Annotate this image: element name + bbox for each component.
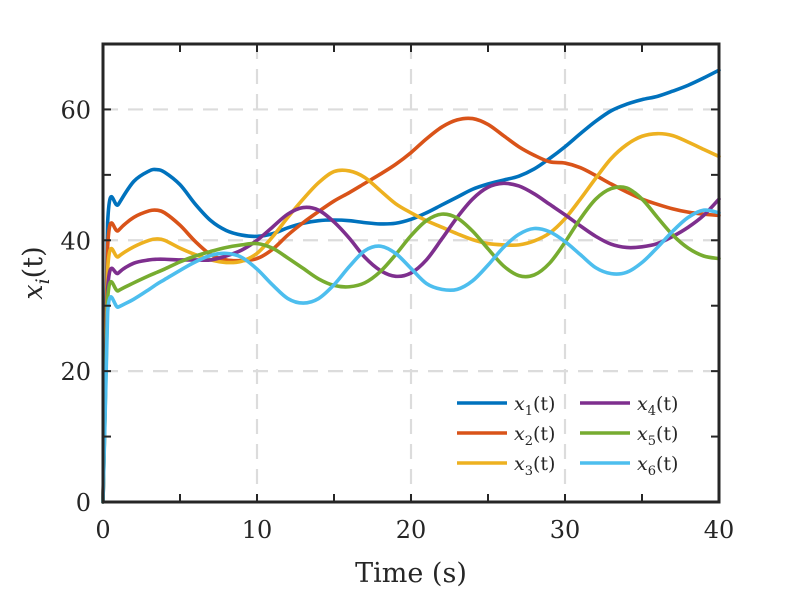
y-tick-label: 40 [60,227,91,255]
x-tick-label: 20 [396,516,427,544]
legend-item-6: x6(t) [580,453,678,479]
legend-label: x5(t) [637,423,678,449]
legend-label: x2(t) [514,423,555,449]
legend-label: x3(t) [514,453,555,479]
y-tick-label: 60 [60,96,91,124]
legend-item-2: x4(t) [580,393,678,419]
axis-labels: Time (s) xi(t) [18,246,467,589]
x-axis-label: Time (s) [355,558,467,589]
y-axis-label: xi(t) [18,246,54,299]
legend-item-5: x3(t) [457,453,555,479]
series-line-2 [101,116,721,504]
grid [103,44,719,502]
series-line-4 [101,181,721,504]
series-line-6 [101,208,721,504]
y-tick-label: 0 [76,489,91,517]
y-tick-label: 20 [60,358,91,386]
series-line-5 [101,185,721,504]
legend-label: x6(t) [637,453,678,479]
legend-item-1: x1(t) [457,393,555,419]
x-tick-label: 0 [95,516,110,544]
series-lines [101,68,721,504]
series-line-1 [101,68,721,504]
legend-label: x4(t) [637,393,678,419]
legend-item-3: x2(t) [457,423,555,449]
x-tick-label: 10 [242,516,273,544]
legend-label: x1(t) [514,393,555,419]
x-tick-label: 30 [550,516,581,544]
axis-ticks [102,43,720,503]
legend: x1(t) x4(t) x2(t) x5(t) x3(t) x6(t) [457,393,678,479]
legend-item-4: x5(t) [580,423,678,449]
series-line-3 [101,131,721,504]
tick-labels: 0 10 20 30 40 0 20 40 60 [60,96,734,544]
x-tick-label: 40 [704,516,735,544]
